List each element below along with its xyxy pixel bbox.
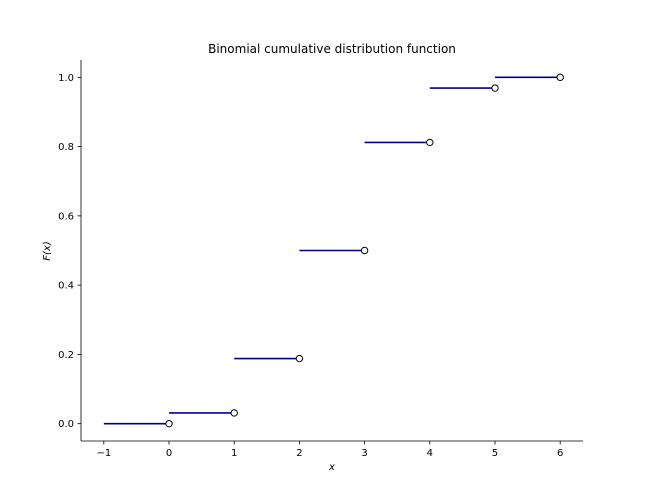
y-tick-label: 0.8 <box>58 142 74 153</box>
y-axis-label: F(x) <box>42 241 53 260</box>
open-point-marker-0 <box>165 419 173 428</box>
open-point-marker-2 <box>295 354 304 363</box>
x-tick-label: 3 <box>361 448 367 459</box>
x-tick-label: 0 <box>166 448 172 459</box>
open-point-marker-3 <box>360 246 369 255</box>
open-point-marker-4 <box>426 138 434 147</box>
y-tick-label: 0.2 <box>58 350 74 361</box>
x-tick-label: 1 <box>231 448 237 459</box>
y-tick-label: 0.6 <box>58 211 74 222</box>
open-point-marker-6 <box>556 73 564 82</box>
open-point-marker-1 <box>230 409 238 417</box>
x-tick-label: −1 <box>96 448 111 459</box>
open-point-marker-5 <box>491 84 499 92</box>
y-axis-ticks: 0.0 0.2 0.4 0.6 0.8 1.0 <box>58 73 81 430</box>
plot-area <box>103 73 564 428</box>
y-tick-label: 0.0 <box>58 419 74 430</box>
x-axis-ticks: −1 0 1 2 3 4 5 6 <box>96 441 563 459</box>
y-tick-label: 0.4 <box>58 281 74 292</box>
y-tick-label: 1.0 <box>58 73 74 84</box>
x-tick-label: 2 <box>296 448 302 459</box>
x-tick-label: 6 <box>557 448 563 459</box>
x-axis-label: x <box>328 462 335 473</box>
x-tick-label: 4 <box>427 448 433 459</box>
chart-title: Binomial cumulative distribution functio… <box>208 42 456 56</box>
x-tick-label: 5 <box>492 448 498 459</box>
